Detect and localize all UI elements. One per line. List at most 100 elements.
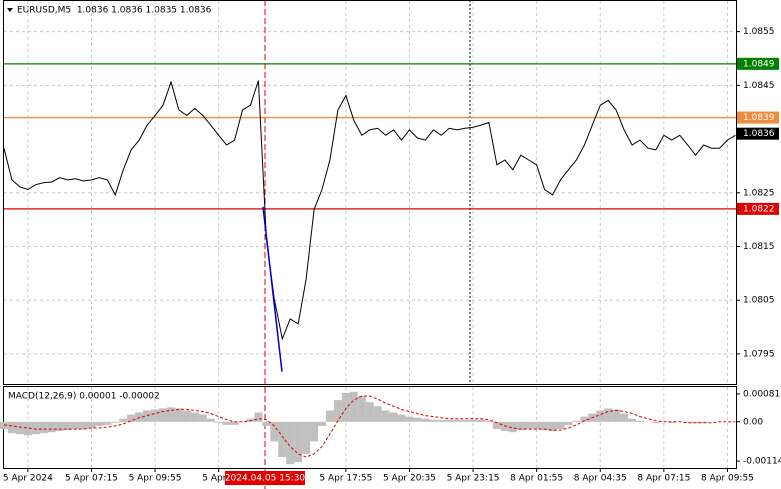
macd-bar — [278, 421, 287, 457]
macd-bar — [159, 408, 167, 422]
x-tick-label: 5 Apr 20:35 — [383, 474, 436, 484]
macd-bar — [31, 421, 40, 435]
title-arrow — [7, 8, 13, 12]
y-tick-label: 1.0855 — [743, 27, 775, 37]
y-tick-label: 0.00081 — [743, 389, 780, 399]
x-tick-label: 5 Apr 07:15 — [65, 474, 118, 484]
macd-bar — [628, 418, 637, 422]
macd-bar — [357, 395, 366, 422]
x-tick-label: 5 Apr 1 — [202, 474, 235, 484]
macd-bar — [556, 421, 565, 430]
macd-bar — [55, 421, 64, 432]
y-tick-label: 1.0815 — [743, 242, 775, 252]
macd-bar — [214, 421, 223, 423]
macd-bar — [651, 421, 660, 423]
macd-bar — [596, 410, 605, 422]
x-tick-label: 5 Apr 17:55 — [319, 474, 372, 484]
macd-bar — [365, 402, 374, 422]
macd-bar — [294, 421, 303, 463]
level-label-box — [737, 111, 779, 124]
macd-bar — [349, 391, 358, 422]
x-tick-label: 8 Apr 09:55 — [701, 474, 754, 484]
macd-bar — [341, 392, 350, 422]
level-label: 1.0839 — [743, 113, 775, 123]
macd-bar — [604, 408, 613, 422]
trendline — [262, 206, 283, 372]
crosshair-label-box — [225, 471, 305, 485]
macd-bar — [325, 410, 334, 422]
macd-bar — [39, 421, 48, 434]
macd-bar — [151, 409, 160, 422]
level-label-box — [737, 57, 779, 70]
macd-bar — [47, 421, 56, 433]
macd-bar — [174, 408, 183, 422]
macd-title: MACD(12,26,9) 0.00001 -0.00002 — [8, 392, 160, 402]
crosshair-label: 2024.04.05 15:30 — [225, 474, 306, 484]
macd-bar — [182, 410, 191, 422]
macd-bar — [270, 421, 279, 442]
price-line — [3, 80, 736, 341]
macd-bar — [71, 421, 80, 430]
x-tick-label: 5 Apr 23:15 — [447, 474, 500, 484]
macd-bar — [95, 421, 104, 426]
macd-bar — [302, 421, 311, 454]
macd-bar — [103, 421, 112, 425]
macd-bar — [79, 421, 88, 430]
macd-bar — [461, 419, 470, 422]
macd-bar — [564, 421, 573, 425]
macd-bar — [453, 419, 462, 422]
macd-bar — [492, 421, 501, 430]
macd-bar — [620, 413, 629, 422]
macd-bar — [445, 419, 454, 422]
macd-bar — [143, 410, 152, 422]
macd-bar — [667, 421, 676, 423]
macd-bar — [0, 421, 8, 430]
macd-bar — [111, 421, 120, 423]
last-price-box — [737, 127, 779, 140]
macd-bar — [222, 421, 231, 425]
macd-bar — [23, 421, 32, 436]
macd-bar — [548, 421, 557, 432]
macd-bar — [7, 421, 16, 434]
macd-bar — [389, 412, 398, 422]
macd-signal — [3, 395, 736, 458]
macd-bar — [63, 421, 72, 431]
macd-bar — [381, 410, 390, 422]
macd-bar — [508, 421, 517, 433]
y-tick-label: 1.0805 — [743, 296, 775, 306]
macd-bar — [413, 417, 422, 422]
macd-bar — [318, 421, 326, 426]
macd-bar — [405, 416, 414, 422]
macd-bar — [15, 421, 24, 435]
last-price-label: 1.0836 — [743, 129, 775, 139]
macd-bar — [135, 412, 144, 422]
macd-bar — [469, 419, 478, 422]
chart-title: EURUSD,M5 1.0836 1.0836 1.0835 1.0836 — [17, 6, 212, 16]
macd-bar — [190, 412, 199, 422]
macd-bar — [524, 421, 533, 430]
y-tick-label: -0.00114 — [743, 457, 781, 467]
macd-bar — [437, 419, 446, 422]
macd-bar — [286, 421, 295, 465]
macd-bar — [373, 406, 382, 422]
level-label-box — [737, 202, 779, 215]
macd-bar — [683, 421, 692, 423]
level-label: 1.0849 — [743, 59, 775, 69]
macd-bar — [484, 420, 493, 422]
macd-bar — [262, 421, 271, 426]
x-tick-label: 8 Apr 04:35 — [574, 474, 627, 484]
macd-bar — [206, 418, 215, 422]
macd-bar — [397, 414, 406, 422]
macd-bar — [532, 421, 541, 430]
macd-bar — [119, 418, 128, 422]
y-tick-label: 0.00 — [743, 417, 763, 427]
macd-bar — [166, 407, 175, 422]
x-tick-label: 8 Apr 07:15 — [637, 474, 690, 484]
y-tick-label: 1.0825 — [743, 188, 775, 198]
macd-bar — [636, 420, 644, 422]
macd-bar — [230, 421, 239, 425]
macd-bar — [429, 419, 438, 422]
macd-bar — [572, 420, 581, 422]
